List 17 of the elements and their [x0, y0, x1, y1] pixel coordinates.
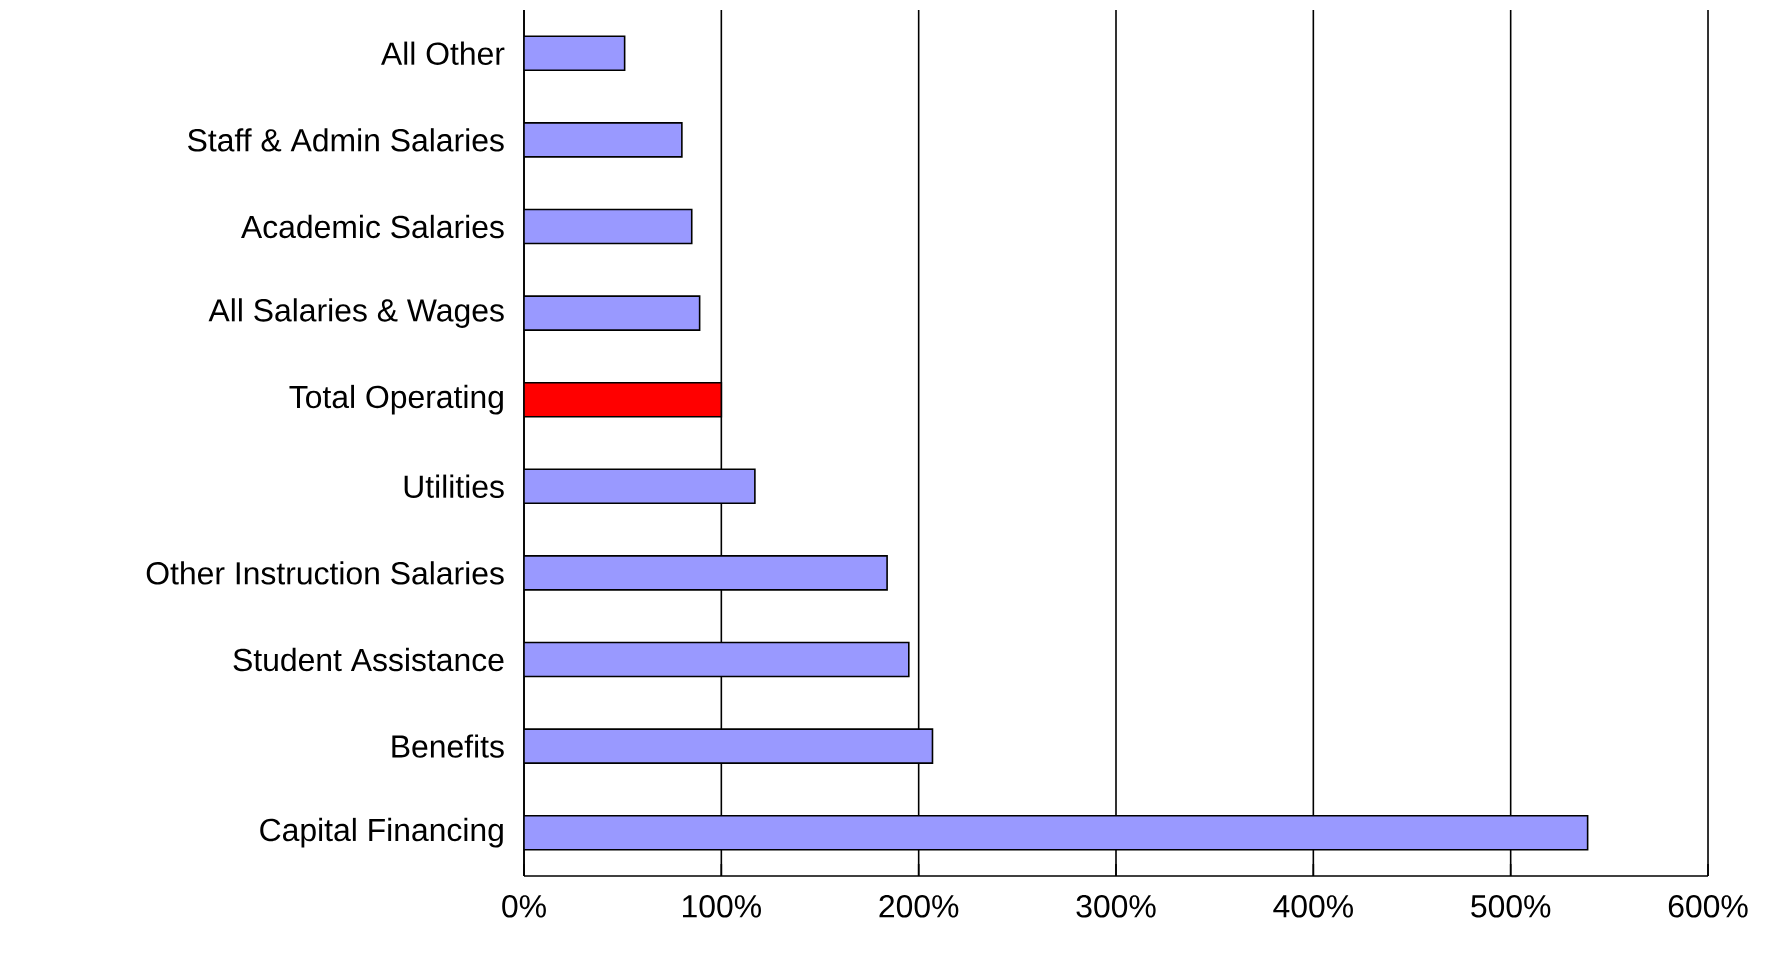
y-tick-label: Student Assistance [233, 647, 504, 672]
y-tick-label: Benefits [392, 734, 504, 758]
x-tick-label: 200% [879, 895, 959, 918]
y-tick-label: Capital Financing [260, 817, 503, 848]
y-tick-label: Academic Salaries [241, 214, 504, 239]
x-tick-label: 600% [1668, 895, 1748, 918]
y-tick-label: Utilities [404, 474, 504, 498]
y-tick-label: All Other [381, 41, 505, 65]
x-tick-label: 400% [1273, 895, 1353, 918]
x-tick-label: 500% [1471, 895, 1551, 918]
x-tick-label: 100% [683, 895, 761, 918]
y-tick-label: Total Operating [289, 384, 503, 415]
y-tick-label: All Salaries & Wages [208, 298, 504, 328]
x-tick-label: 300% [1076, 895, 1156, 918]
x-tick-label: 0% [502, 895, 546, 918]
y-tick-label: Staff & Admin Salaries [188, 128, 504, 152]
y-tick-label: Other Instruction Salaries [146, 561, 504, 585]
